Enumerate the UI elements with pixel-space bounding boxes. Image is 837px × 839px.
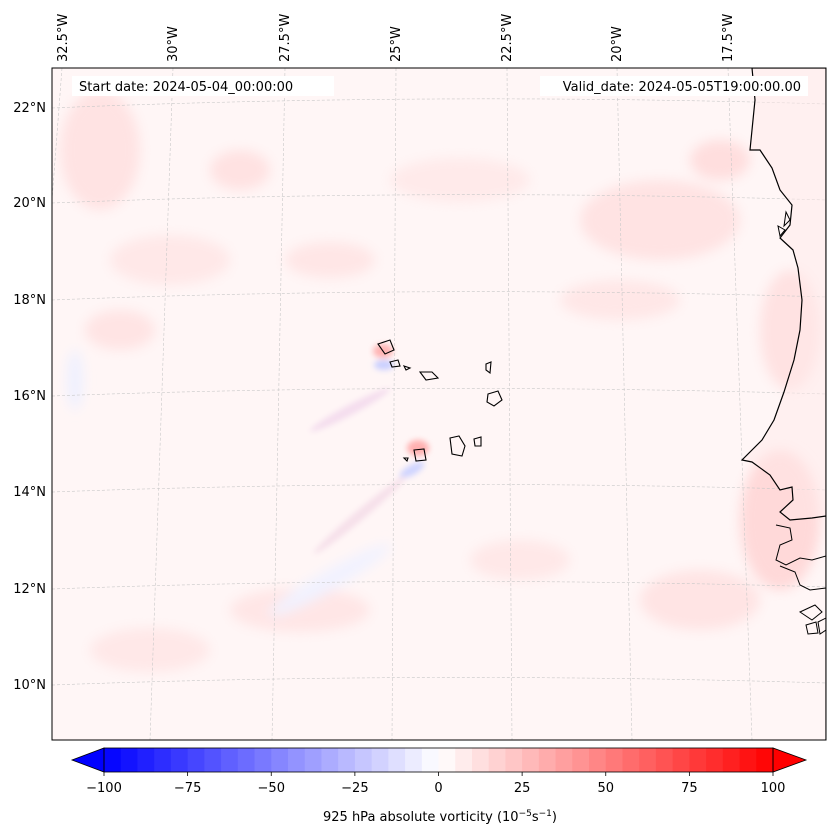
colorbar-segment: [572, 748, 590, 772]
colorbar-segment: [204, 748, 222, 772]
colorbar-ticks: −100 −75 −50 −25 0 25 50 75 100: [86, 772, 785, 796]
colorbar-segment: [371, 748, 389, 772]
colorbar-segment: [237, 748, 256, 772]
lat-label-10n: 10°N: [13, 678, 46, 693]
colorbar-segment: [455, 748, 473, 772]
colorbar-segment: [655, 748, 674, 772]
colorbar-tick-label: −50: [258, 781, 285, 796]
colorbar-segment: [605, 748, 624, 772]
colorbar-tick-label: 100: [761, 781, 786, 796]
west-africa-islets: [775, 210, 826, 635]
map-frame: [51, 67, 827, 741]
colorbar-tick-label: 50: [597, 781, 614, 796]
colorbar-segment: [689, 748, 707, 772]
lat-label-14n: 14°N: [13, 485, 46, 500]
valid-date-label: Valid_date: 2024-05-05T19:00:00.00: [563, 80, 801, 95]
colorbar-extend-max: [772, 747, 808, 773]
colorbar-tick-label: −100: [86, 781, 122, 796]
colorbar-segment: [421, 748, 440, 772]
colorbar-segment: [187, 748, 205, 772]
colorbar-segment: [321, 748, 339, 772]
latitude-labels: 22°N 20°N 18°N 16°N 14°N 12°N 10°N: [13, 101, 46, 693]
colorbar-extend-min: [70, 747, 105, 773]
lat-label-16n: 16°N: [13, 389, 46, 404]
colorbar-tick-label: 0: [434, 781, 442, 796]
longitude-labels: 32.5°W 30°W 27.5°W 25°W 22.5°W 20°W 17.5…: [56, 14, 736, 62]
lon-label-27-5w: 27.5°W: [278, 14, 293, 62]
annotation-bar-right: [540, 76, 808, 96]
colorbar-segment: [438, 748, 456, 772]
colorbar-segment: [672, 748, 690, 772]
colorbar-tick-label: 75: [681, 781, 698, 796]
colorbar-segment: [639, 748, 657, 772]
start-date-label: Start date: 2024-05-04_00:00:00: [79, 80, 293, 95]
colorbar-tick-label: 25: [514, 781, 531, 796]
colorbar-segment: [388, 748, 406, 772]
lon-label-22-5w: 22.5°W: [500, 14, 515, 62]
colorbar-segment: [622, 748, 640, 772]
colorbar: −100 −75 −50 −25 0 25 50 75 100 925 hPa absolute…: [70, 747, 808, 825]
colorbar-segment: [104, 748, 122, 772]
colorbar-tick-label: −25: [341, 781, 368, 796]
colorbar-segment: [137, 748, 155, 772]
colorbar-segment: [722, 748, 741, 772]
annotation-bar-left: [72, 76, 334, 96]
colorbar-segment: [120, 748, 139, 772]
lat-label-18n: 18°N: [13, 293, 46, 308]
lon-label-20w: 20°W: [610, 26, 625, 62]
map-panel: Start date: 2024-05-04_00:00:00 Valid_da…: [52, 68, 826, 740]
colorbar-segment: [254, 748, 272, 772]
colorbar-segment: [154, 748, 172, 772]
vorticity-field-patterns: [60, 90, 820, 672]
colorbar-segment: [555, 748, 573, 772]
lat-label-12n: 12°N: [13, 582, 46, 597]
colorbar-segment: [304, 748, 323, 772]
lat-label-20n: 20°N: [13, 196, 46, 211]
colorbar-segment: [405, 748, 423, 772]
lon-label-30w: 30°W: [166, 26, 181, 62]
colorbar-segment: [739, 748, 757, 772]
colorbar-segment: [522, 748, 540, 772]
colorbar-segment: [488, 748, 507, 772]
colorbar-segment: [354, 748, 373, 772]
colorbar-segment: [170, 748, 189, 772]
colorbar-segment: [756, 748, 774, 772]
colorbar-segment: [471, 748, 490, 772]
africa-coastline: [740, 68, 826, 740]
colorbar-segment: [706, 748, 724, 772]
cape-verde-islands: [377, 339, 503, 463]
lon-label-17-5w: 17.5°W: [721, 14, 736, 62]
colorbar-segment: [271, 748, 289, 772]
colorbar-segment: [221, 748, 239, 772]
island-wake-features: [310, 344, 429, 554]
colorbar-segment: [287, 748, 306, 772]
colorbar-label: 925 hPa absolute vorticity (10−5s−1): [323, 809, 557, 825]
lat-label-22n: 22°N: [13, 101, 46, 116]
colorbar-tick-label: −75: [174, 781, 201, 796]
colorbar-segment: [589, 748, 607, 772]
colorbar-segment: [338, 748, 356, 772]
colorbar-segments: [104, 748, 774, 772]
colorbar-segment: [538, 748, 557, 772]
gridlines: [52, 68, 826, 740]
colorbar-segment: [505, 748, 523, 772]
lon-label-32-5w: 32.5°W: [56, 14, 71, 62]
lon-label-25w: 25°W: [389, 26, 404, 62]
